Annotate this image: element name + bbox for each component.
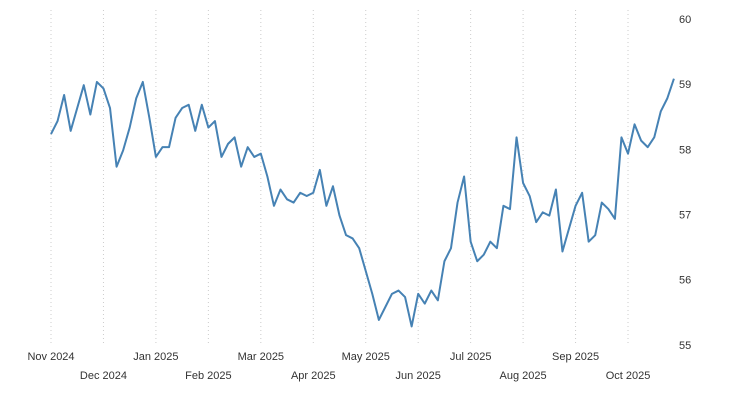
x-tick-label: Dec 2024 [80,370,127,382]
x-tick-label: Jan 2025 [133,351,178,363]
y-tick-label: 59 [679,79,691,91]
y-tick-label: 56 [679,275,691,287]
x-tick-label: Aug 2025 [500,370,547,382]
x-tick-label: Apr 2025 [291,370,336,382]
y-tick-label: 60 [679,14,691,26]
y-tick-label: 57 [679,210,691,222]
y-tick-label: 58 [679,144,691,156]
x-tick-label: Oct 2025 [606,370,651,382]
x-tick-label: May 2025 [342,351,390,363]
x-tick-label: Nov 2024 [27,351,74,363]
y-tick-label: 55 [679,340,691,352]
x-tick-label: Jul 2025 [450,351,492,363]
x-tick-label: Jun 2025 [396,370,441,382]
x-tick-label: Sep 2025 [552,351,599,363]
data-line [50,78,675,328]
x-tick-label: Feb 2025 [185,370,231,382]
x-tick-label: Mar 2025 [238,351,284,363]
